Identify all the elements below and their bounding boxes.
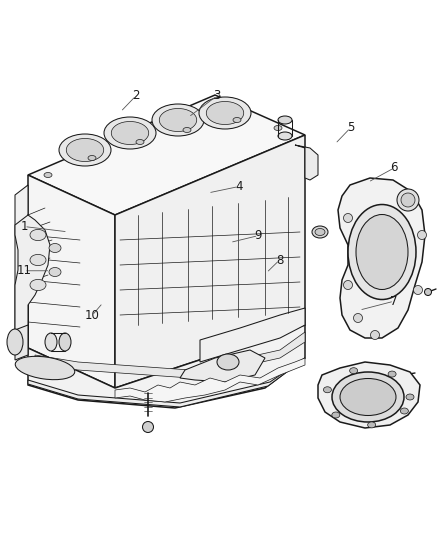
- Ellipse shape: [350, 368, 358, 374]
- Polygon shape: [15, 185, 28, 350]
- Ellipse shape: [424, 288, 431, 295]
- Ellipse shape: [199, 97, 251, 129]
- Polygon shape: [28, 175, 115, 388]
- Ellipse shape: [343, 214, 353, 222]
- Ellipse shape: [371, 330, 379, 340]
- Ellipse shape: [152, 104, 204, 136]
- Ellipse shape: [353, 313, 363, 322]
- Ellipse shape: [136, 140, 144, 144]
- Polygon shape: [15, 215, 50, 350]
- Polygon shape: [15, 325, 28, 360]
- Text: 2: 2: [132, 90, 140, 102]
- Ellipse shape: [66, 139, 104, 161]
- Ellipse shape: [413, 286, 423, 295]
- Text: 5: 5: [347, 122, 354, 134]
- Ellipse shape: [30, 254, 46, 265]
- Ellipse shape: [15, 357, 75, 379]
- Polygon shape: [200, 308, 305, 362]
- Polygon shape: [338, 178, 425, 338]
- Text: 8: 8: [276, 254, 283, 266]
- Polygon shape: [35, 332, 305, 378]
- Ellipse shape: [406, 394, 414, 400]
- Ellipse shape: [381, 375, 389, 382]
- Ellipse shape: [217, 354, 239, 370]
- Text: 10: 10: [85, 309, 99, 322]
- Ellipse shape: [278, 116, 292, 124]
- Ellipse shape: [49, 244, 61, 253]
- Text: 11: 11: [17, 264, 32, 277]
- Ellipse shape: [30, 279, 46, 290]
- Ellipse shape: [59, 333, 71, 351]
- Text: 7: 7: [390, 295, 398, 308]
- Ellipse shape: [367, 422, 376, 428]
- Ellipse shape: [315, 229, 325, 236]
- Ellipse shape: [348, 205, 416, 300]
- Ellipse shape: [142, 422, 153, 432]
- Ellipse shape: [344, 309, 360, 318]
- Ellipse shape: [206, 101, 244, 125]
- Ellipse shape: [44, 173, 52, 177]
- Polygon shape: [180, 350, 265, 382]
- Ellipse shape: [111, 122, 149, 144]
- Ellipse shape: [417, 230, 427, 239]
- Ellipse shape: [45, 333, 57, 351]
- Text: 4: 4: [235, 180, 243, 193]
- Ellipse shape: [397, 189, 419, 211]
- Ellipse shape: [400, 408, 408, 414]
- Text: 3: 3: [213, 90, 220, 102]
- Ellipse shape: [88, 156, 96, 160]
- Ellipse shape: [183, 127, 191, 133]
- Ellipse shape: [233, 117, 241, 123]
- Polygon shape: [28, 95, 305, 215]
- Polygon shape: [318, 362, 420, 428]
- Ellipse shape: [312, 226, 328, 238]
- Ellipse shape: [159, 109, 197, 132]
- Ellipse shape: [30, 229, 46, 240]
- Ellipse shape: [343, 280, 353, 289]
- Ellipse shape: [59, 134, 111, 166]
- Text: 6: 6: [390, 161, 398, 174]
- Ellipse shape: [49, 268, 61, 277]
- Ellipse shape: [274, 125, 282, 131]
- Ellipse shape: [344, 298, 360, 308]
- Polygon shape: [115, 135, 305, 388]
- Ellipse shape: [332, 412, 340, 418]
- Polygon shape: [28, 325, 305, 408]
- Ellipse shape: [104, 117, 156, 149]
- Ellipse shape: [278, 132, 292, 140]
- Ellipse shape: [7, 329, 23, 355]
- Ellipse shape: [332, 372, 404, 422]
- Text: 1: 1: [20, 220, 28, 233]
- Ellipse shape: [340, 378, 396, 416]
- Ellipse shape: [356, 214, 408, 289]
- Ellipse shape: [401, 193, 415, 207]
- Polygon shape: [28, 358, 305, 407]
- Ellipse shape: [388, 371, 396, 377]
- Text: 9: 9: [254, 229, 262, 242]
- Ellipse shape: [323, 387, 332, 393]
- Polygon shape: [295, 145, 318, 180]
- Polygon shape: [115, 358, 305, 402]
